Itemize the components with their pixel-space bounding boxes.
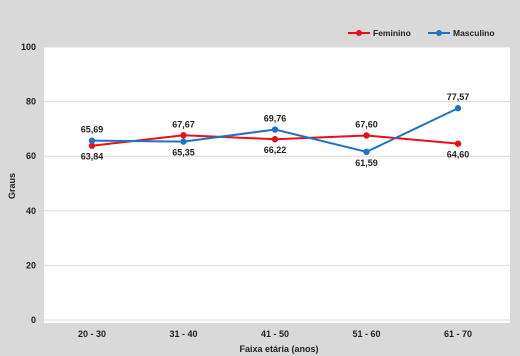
data-label: 65,69: [81, 125, 104, 135]
x-tick-label: 41 - 50: [261, 329, 289, 339]
x-axis: 20 - 30 31 - 40 41 - 50 51 - 60 61 - 70: [78, 329, 472, 339]
y-tick-label: 20: [26, 260, 36, 270]
data-point-feminino: [271, 136, 279, 143]
x-tick-label: 31 - 40: [169, 329, 197, 339]
y-axis-title: Graus: [7, 173, 17, 199]
legend-label: Masculino: [453, 28, 495, 38]
legend-marker: [436, 30, 442, 36]
data-label: 64,60: [447, 150, 470, 160]
data-label: 61,59: [355, 158, 378, 168]
plot-area: [44, 47, 510, 323]
data-label: 67,60: [355, 119, 378, 129]
data-labels: 63,84 65,69 67,67 65,35 66,22 69,76 67,60 61,59…: [81, 92, 470, 168]
data-label: 66,22: [264, 145, 287, 155]
gridlines: [44, 46, 510, 321]
data-point-feminino: [180, 132, 187, 139]
series-layer: [88, 105, 462, 156]
data-point-feminino: [454, 140, 462, 147]
legend: Feminino Masculino: [348, 28, 495, 38]
x-tick-label: 51 - 60: [352, 329, 380, 339]
legend-label: Feminino: [373, 28, 411, 38]
data-label: 77,57: [447, 92, 470, 102]
data-label: 65,35: [172, 148, 195, 158]
y-tick-label: 100: [21, 42, 36, 52]
data-point-masculino: [454, 105, 462, 112]
x-axis-title: Faixa etária (anos): [239, 344, 318, 354]
data-point-feminino: [88, 142, 96, 149]
legend-item-masculino: Masculino: [428, 28, 495, 38]
y-tick-label: 0: [31, 315, 36, 325]
data-label: 69,76: [264, 114, 287, 124]
data-label: 63,84: [81, 152, 104, 162]
data-point-masculino: [271, 126, 279, 133]
data-point-masculino: [180, 138, 187, 145]
data-point-masculino: [363, 148, 370, 156]
data-label: 67,67: [172, 119, 195, 129]
y-tick-label: 40: [26, 206, 36, 216]
data-point-feminino: [363, 132, 370, 139]
x-tick-label: 61 - 70: [444, 329, 472, 339]
data-point-masculino: [88, 137, 96, 144]
y-axis: 0 20 40 60 80 100: [21, 42, 36, 325]
legend-item-feminino: Feminino: [348, 28, 411, 38]
legend-marker: [356, 30, 362, 36]
y-tick-label: 80: [26, 97, 36, 107]
y-tick-label: 60: [26, 151, 36, 161]
x-tick-label: 20 - 30: [78, 329, 106, 339]
